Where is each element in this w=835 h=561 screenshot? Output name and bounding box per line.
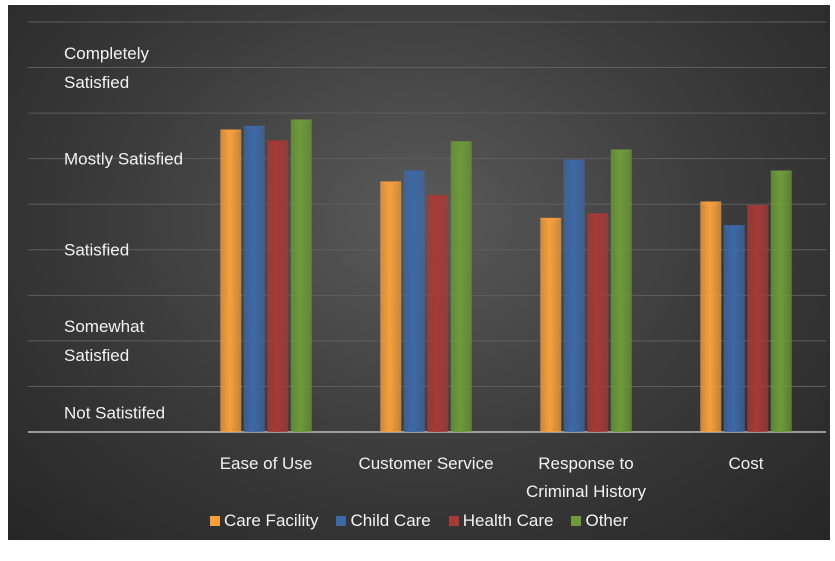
y-tick-label: Mostly Satisfied xyxy=(64,149,184,169)
x-tick-label: Response to Criminal History xyxy=(526,454,646,501)
x-tick-label: Cost xyxy=(728,454,764,473)
bar-cap xyxy=(267,140,289,147)
bar xyxy=(563,159,585,433)
legend-label: Care Facility xyxy=(223,511,319,530)
bar-cap xyxy=(540,217,562,224)
legend-swatch xyxy=(448,516,459,526)
bar xyxy=(220,129,242,432)
x-tick-label: Ease of Use xyxy=(219,454,313,473)
bar xyxy=(700,201,722,432)
legend-label: Child Care xyxy=(350,511,431,530)
bar xyxy=(747,205,769,432)
legend-item: Care Facility xyxy=(209,511,319,531)
legend-swatch xyxy=(336,516,347,526)
bar-cap xyxy=(747,205,769,212)
bar-cap xyxy=(723,225,745,232)
bar xyxy=(540,217,562,432)
y-tick-label: Completely Satisfied xyxy=(64,43,150,92)
bar-cap xyxy=(290,119,312,126)
x-tick-label: Customer Service xyxy=(358,454,494,473)
legend: Care Facility Child Care Health Care Other xyxy=(8,511,830,531)
bar xyxy=(267,140,289,432)
legend-label: Health Care xyxy=(462,511,554,530)
legend-item: Health Care xyxy=(448,511,554,531)
legend-swatch xyxy=(209,516,220,526)
bar-cap xyxy=(380,181,402,188)
legend-swatch xyxy=(571,516,582,526)
bar xyxy=(610,149,632,433)
bar-cap xyxy=(700,201,722,208)
bar xyxy=(243,125,265,432)
bar-cap xyxy=(770,170,792,177)
bar xyxy=(380,181,402,432)
bar xyxy=(290,119,312,432)
bar-cap xyxy=(563,159,585,166)
bar xyxy=(770,170,792,432)
bar-cap xyxy=(427,195,449,202)
y-tick-label: Somewhat Satisfied xyxy=(64,316,145,365)
bar-cap xyxy=(587,213,609,220)
bar xyxy=(587,213,609,432)
bar-cap xyxy=(243,125,265,132)
y-tick-label: Satisfied xyxy=(64,240,130,260)
legend-label: Other xyxy=(585,511,629,530)
bar-cap xyxy=(220,129,242,136)
bar xyxy=(427,195,449,432)
bar-cap xyxy=(610,149,632,156)
bar xyxy=(723,225,745,432)
legend-item: Child Care xyxy=(336,511,431,531)
bar-cap xyxy=(450,141,472,148)
bar xyxy=(450,141,472,432)
legend-item: Other xyxy=(571,511,628,531)
bar xyxy=(403,170,425,432)
y-tick-label: Not Satistifed xyxy=(64,403,166,423)
bar-cap xyxy=(403,170,425,177)
